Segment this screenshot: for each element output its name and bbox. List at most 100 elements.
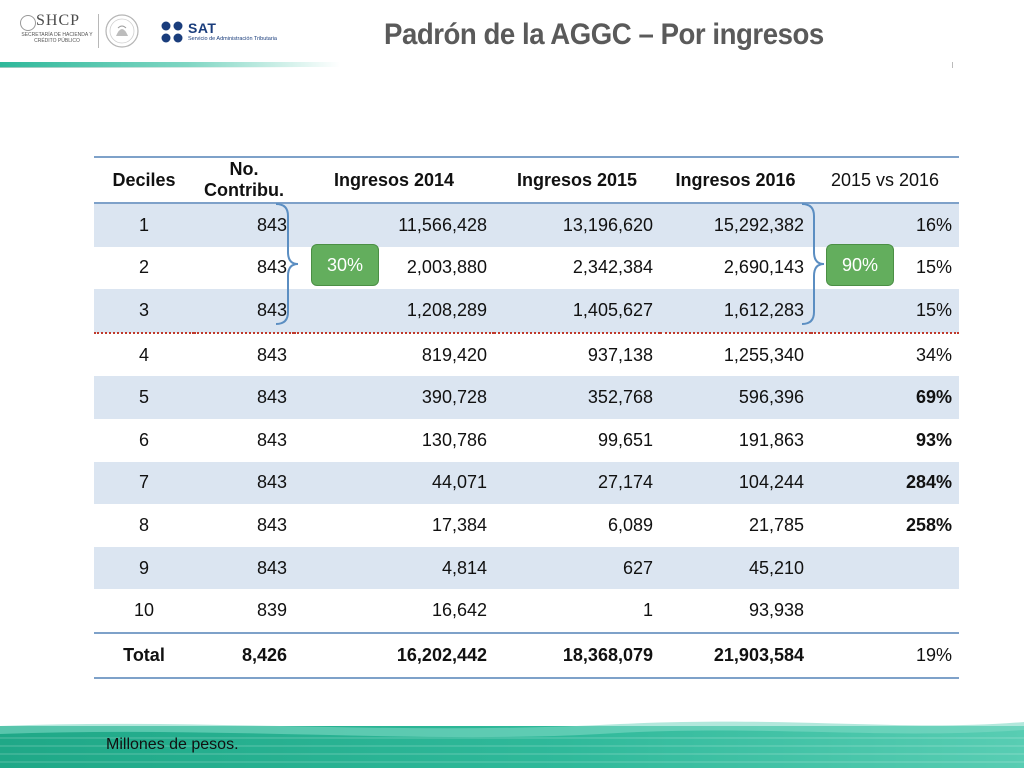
income-2015-cell: 13,196,620 (494, 203, 660, 247)
decile-cell: 1 (94, 203, 194, 247)
table-row: 1 843 11,566,428 13,196,620 15,292,382 1… (94, 203, 959, 247)
slide-header: SHCP SECRETARÍA DE HACIENDA Y CRÉDITO PÚ… (0, 0, 1024, 70)
logo-divider (98, 14, 99, 48)
income-2014-cell: 130,786 (421, 429, 487, 450)
units-footnote: Millones de pesos. (106, 736, 239, 753)
income-2015-cell: 937,138 (494, 331, 660, 377)
income-2016-cell: 191,863 (738, 429, 804, 450)
total-label-cell: Total (94, 631, 194, 679)
contributors-cell: 843 (194, 546, 294, 590)
income-2016-cell: 21,785 (748, 514, 804, 535)
change-cell: 284% (811, 461, 959, 505)
decile-cell: 8 (138, 514, 149, 535)
income-2014-cell: 819,420 (294, 331, 494, 377)
income-2016-cell: 45,210 (660, 546, 811, 590)
sat-subtitle: Servicio de Administración Tributaria (188, 36, 277, 42)
change-cell (811, 589, 959, 633)
total-income-2014-cell: 16,202,442 (294, 631, 494, 679)
coat-of-arms-icon (105, 14, 139, 48)
income-2015-cell: 627 (494, 546, 660, 590)
table-row: 9 843 4,814 627 45,210 (94, 546, 959, 590)
contributors-cell: 843 (256, 429, 287, 450)
decile-cell: 10 (133, 600, 155, 621)
header-thin-rule (0, 67, 300, 68)
total-contributors-cell: 8,426 (194, 631, 294, 679)
contributors-cell: 843 (194, 203, 294, 247)
contributors-cell: 843 (194, 289, 294, 333)
change-cell: 15% (915, 257, 952, 278)
column-header-income-2015: Ingresos 2015 (494, 156, 660, 204)
column-header-deciles: Deciles (94, 156, 194, 204)
change-cell (811, 546, 959, 590)
change-cell: 93% (915, 429, 952, 450)
contributors-cell: 839 (256, 600, 287, 621)
decile-cell: 9 (94, 546, 194, 590)
column-header-change: 2015 vs 2016 (811, 156, 959, 204)
shcp-logo: SHCP SECRETARÍA DE HACIENDA Y CRÉDITO PÚ… (18, 12, 96, 52)
income-2014-cell: 17,384 (431, 514, 487, 535)
table-total-row: Total 8,426 16,202,442 18,368,079 21,903… (94, 631, 959, 679)
total-income-2015-cell: 18,368,079 (494, 631, 660, 679)
contributors-cell: 843 (256, 514, 287, 535)
top-deciles-share-badge: 30% (311, 244, 379, 286)
right-group-brace (801, 203, 825, 325)
footer-decoration (0, 721, 1024, 768)
income-2016-cell: 15,292,382 (660, 203, 811, 247)
corner-tick (952, 62, 953, 68)
table-row: 2 843 2,003,880 2,342,384 2,690,143 15% (94, 247, 959, 290)
shcp-subtitle: SECRETARÍA DE HACIENDA Y CRÉDITO PÚBLICO (21, 32, 93, 44)
income-2014-cell: 16,642 (431, 600, 487, 621)
income-2014-cell: 390,728 (294, 376, 494, 419)
total-change-cell: 19% (811, 631, 959, 679)
income-2016-cell: 2,690,143 (723, 257, 804, 278)
income-2015-cell: 27,174 (494, 461, 660, 505)
table-row: 4 843 819,420 937,138 1,255,340 34% (94, 331, 959, 377)
income-2016-cell: 104,244 (660, 461, 811, 505)
column-header-income-2016: Ingresos 2016 (660, 156, 811, 204)
income-2016-cell: 596,396 (660, 376, 811, 419)
seal-icon (20, 15, 36, 31)
table-row: 3 843 1,208,289 1,405,627 1,612,283 15% (94, 289, 959, 333)
top-deciles-income-badge: 90% (826, 244, 894, 286)
change-cell: 69% (811, 376, 959, 419)
header-accent-rule (0, 62, 340, 67)
change-cell: 15% (811, 289, 959, 333)
income-2015-cell: 352,768 (494, 376, 660, 419)
income-2015-cell: 6,089 (607, 514, 653, 535)
column-header-contributors: No. Contribu. (194, 156, 294, 204)
income-2014-cell: 2,003,880 (406, 257, 487, 278)
sat-mark-icon (161, 21, 183, 43)
income-2016-cell: 93,938 (748, 600, 804, 621)
sat-logo-text: SAT (188, 20, 217, 36)
page-title: Padrón de la AGGC – Por ingresos (384, 18, 824, 51)
table-row: 7 843 44,071 27,174 104,244 284% (94, 461, 959, 505)
income-2015-cell: 1 (642, 600, 653, 621)
change-cell: 258% (905, 514, 952, 535)
shcp-logo-text: SHCP (36, 12, 81, 29)
decile-cell: 2 (138, 257, 149, 278)
table-header-row: Deciles No. Contribu. Ingresos 2014 Ingr… (94, 156, 959, 204)
income-2016-cell: 1,255,340 (660, 331, 811, 377)
decile-cell: 3 (94, 289, 194, 333)
income-2015-cell: 2,342,384 (572, 257, 653, 278)
change-cell: 16% (811, 203, 959, 247)
income-2015-cell: 99,651 (597, 429, 653, 450)
table-row: 5 843 390,728 352,768 596,396 69% (94, 376, 959, 419)
total-income-2016-cell: 21,903,584 (660, 631, 811, 679)
table-row: 6 843 130,786 99,651 191,863 93% (94, 419, 959, 462)
income-2014-cell: 1,208,289 (294, 289, 494, 333)
contributors-cell: 843 (194, 461, 294, 505)
income-2014-cell: 11,566,428 (294, 203, 494, 247)
column-header-income-2014: Ingresos 2014 (294, 156, 494, 204)
decile-cell: 5 (94, 376, 194, 419)
table-row: 10 839 16,642 1 93,938 (94, 589, 959, 633)
change-cell: 34% (811, 331, 959, 377)
income-2016-cell: 1,612,283 (660, 289, 811, 333)
table-row: 8 843 17,384 6,089 21,785 258% (94, 504, 959, 547)
contributors-cell: 843 (256, 257, 287, 278)
decile-cell: 4 (94, 331, 194, 377)
sat-logo: SAT Servicio de Administración Tributari… (160, 18, 278, 46)
income-2015-cell: 1,405,627 (494, 289, 660, 333)
income-2014-cell: 4,814 (294, 546, 494, 590)
decile-cell: 6 (138, 429, 149, 450)
